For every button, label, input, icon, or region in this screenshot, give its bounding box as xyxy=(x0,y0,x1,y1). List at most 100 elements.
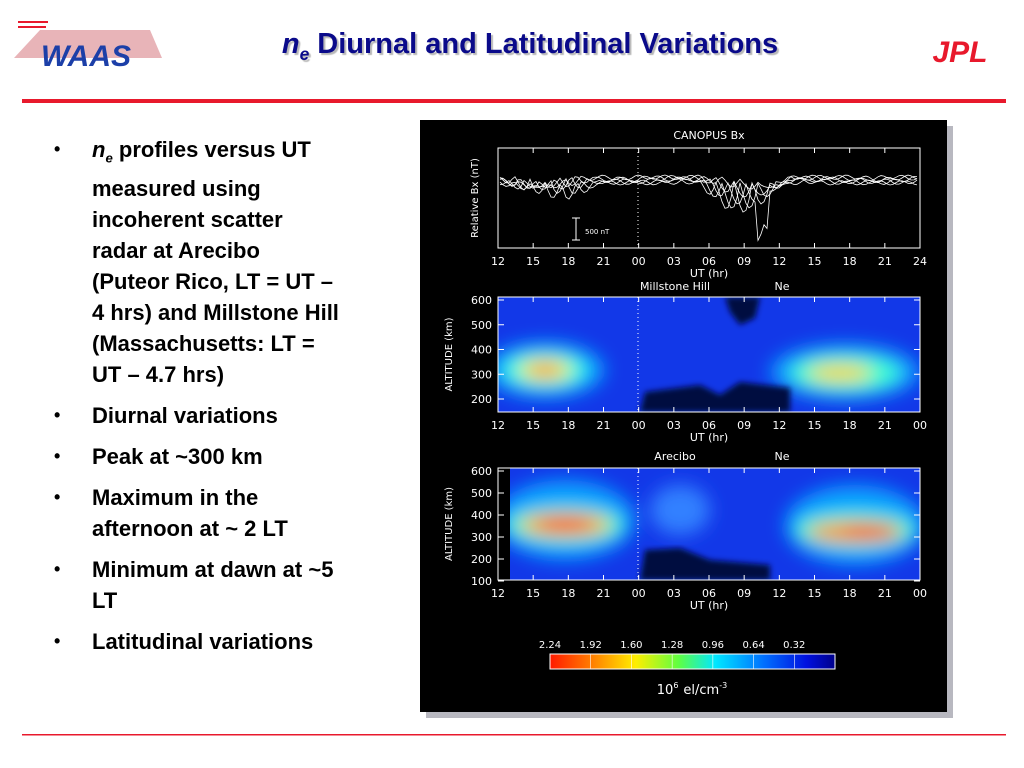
bullet-list: ne profiles versus UT measured using inc… xyxy=(50,134,340,667)
x-tick-label: 12 xyxy=(491,419,505,432)
x-tick-label: 00 xyxy=(632,587,646,600)
subscript: e xyxy=(299,43,310,64)
x-axis-label: UT (hr) xyxy=(690,267,728,280)
colorbar xyxy=(549,653,836,670)
bullet: Peak at ~300 km xyxy=(50,441,340,472)
panel-title: Arecibo xyxy=(654,450,696,463)
x-axis-label: UT (hr) xyxy=(690,431,728,444)
bullet-text: Diurnal variations xyxy=(92,403,278,429)
heatmap xyxy=(498,297,920,412)
logo-text: JPL xyxy=(932,36,987,69)
colorbar-tick-label: 1.28 xyxy=(661,640,683,651)
panel-quantity: Ne xyxy=(775,450,790,463)
bullet-text: Peak at ~300 km xyxy=(92,444,263,470)
waas-logo: WAAS xyxy=(14,21,162,73)
scale-label: 500 nT xyxy=(585,228,610,236)
x-tick-label: 21 xyxy=(597,587,611,600)
x-tick-label: 21 xyxy=(878,419,892,432)
y-tick-label: 400 xyxy=(471,509,492,522)
x-tick-label: 15 xyxy=(808,419,822,432)
bullet: Diurnal variations xyxy=(50,400,340,431)
x-tick-label: 21 xyxy=(597,419,611,432)
title-text: Diurnal and Latitudinal Variations xyxy=(317,28,779,60)
bx-trace xyxy=(499,174,918,213)
x-tick-label: 00 xyxy=(632,419,646,432)
label-part: el/cm xyxy=(683,683,719,698)
panel-quantity: Ne xyxy=(775,280,790,293)
bullet-text: Latitudinal variations xyxy=(92,629,314,655)
header-rule xyxy=(22,99,1006,103)
colorbar-tick-label: 1.92 xyxy=(580,640,602,651)
y-axis-label: ALTITUDE (km) xyxy=(444,317,455,391)
bullet: ne profiles versus UT measured using inc… xyxy=(50,134,340,390)
x-tick-label: 09 xyxy=(737,255,751,268)
bullet: Latitudinal variations xyxy=(50,626,340,657)
y-tick-label: 600 xyxy=(471,294,492,307)
label-part: 10 xyxy=(657,683,674,698)
x-tick-label: 24 xyxy=(913,255,927,268)
figure xyxy=(420,120,947,712)
label-part: 6 xyxy=(673,681,678,690)
x-tick-label: 09 xyxy=(737,419,751,432)
subscript: e xyxy=(105,150,113,166)
y-tick-label: 100 xyxy=(471,575,492,588)
x-tick-label: 03 xyxy=(667,255,681,268)
heatmap xyxy=(498,468,920,580)
x-tick-label: 18 xyxy=(561,419,575,432)
x-tick-label: 12 xyxy=(772,419,786,432)
x-tick-label: 15 xyxy=(808,587,822,600)
x-tick-label: 21 xyxy=(878,255,892,268)
symbol: n xyxy=(92,137,106,162)
bullet: Maximum in the afternoon at ~ 2 LT xyxy=(50,482,340,544)
x-tick-label: 15 xyxy=(526,255,540,268)
colorbar-tick-label: 0.32 xyxy=(783,640,805,651)
bullet: Minimum at dawn at ~5 LT xyxy=(50,554,340,616)
x-tick-label: 18 xyxy=(843,587,857,600)
x-axis-label: UT (hr) xyxy=(690,599,728,612)
y-tick-label: 300 xyxy=(471,531,492,544)
x-tick-label: 00 xyxy=(913,419,927,432)
title-symbol: ne xyxy=(281,28,309,64)
x-tick-label: 00 xyxy=(632,255,646,268)
slide-title: ne Diurnal and Latitudinal Variations xyxy=(180,28,880,65)
y-tick-label: 300 xyxy=(471,368,492,381)
bx-trace xyxy=(499,174,918,198)
bx-trace xyxy=(499,174,918,242)
x-tick-label: 06 xyxy=(702,419,716,432)
x-tick-label: 18 xyxy=(561,587,575,600)
bullet-text: profiles versus UT measured using incohe… xyxy=(92,137,339,388)
label-part: -3 xyxy=(719,681,727,690)
x-tick-label: 12 xyxy=(772,255,786,268)
y-axis-label: Relative Bx (nT) xyxy=(470,158,481,238)
y-axis-label: ALTITUDE (km) xyxy=(444,487,455,561)
colorbar-tick-label: 0.96 xyxy=(702,640,724,651)
x-tick-label: 06 xyxy=(702,587,716,600)
x-tick-label: 18 xyxy=(843,419,857,432)
colorbar-tick-label: 2.24 xyxy=(539,640,561,651)
x-tick-label: 18 xyxy=(843,255,857,268)
x-tick-label: 00 xyxy=(913,587,927,600)
x-tick-label: 03 xyxy=(667,587,681,600)
bx-traces xyxy=(499,174,918,242)
y-tick-label: 400 xyxy=(471,344,492,357)
colorbar-tick-label: 0.64 xyxy=(742,640,764,651)
y-tick-label: 200 xyxy=(471,553,492,566)
y-tick-label: 600 xyxy=(471,465,492,478)
panel-title: Millstone Hill xyxy=(640,280,710,293)
x-tick-label: 12 xyxy=(772,587,786,600)
symbol: n xyxy=(281,28,300,60)
x-tick-label: 15 xyxy=(526,419,540,432)
x-tick-label: 15 xyxy=(526,587,540,600)
logo-text: WAAS xyxy=(41,40,131,73)
x-tick-label: 12 xyxy=(491,587,505,600)
bullet-text: Maximum in the afternoon at ~ 2 LT xyxy=(92,485,288,542)
footer-rule xyxy=(22,734,1006,736)
bullet-text: Minimum at dawn at ~5 LT xyxy=(92,557,334,614)
y-tick-label: 500 xyxy=(471,319,492,332)
colorbar-label: 106 el/cm-3 xyxy=(657,681,727,698)
y-tick-label: 500 xyxy=(471,487,492,500)
y-tick-label: 200 xyxy=(471,393,492,406)
x-tick-label: 09 xyxy=(737,587,751,600)
x-tick-label: 06 xyxy=(702,255,716,268)
